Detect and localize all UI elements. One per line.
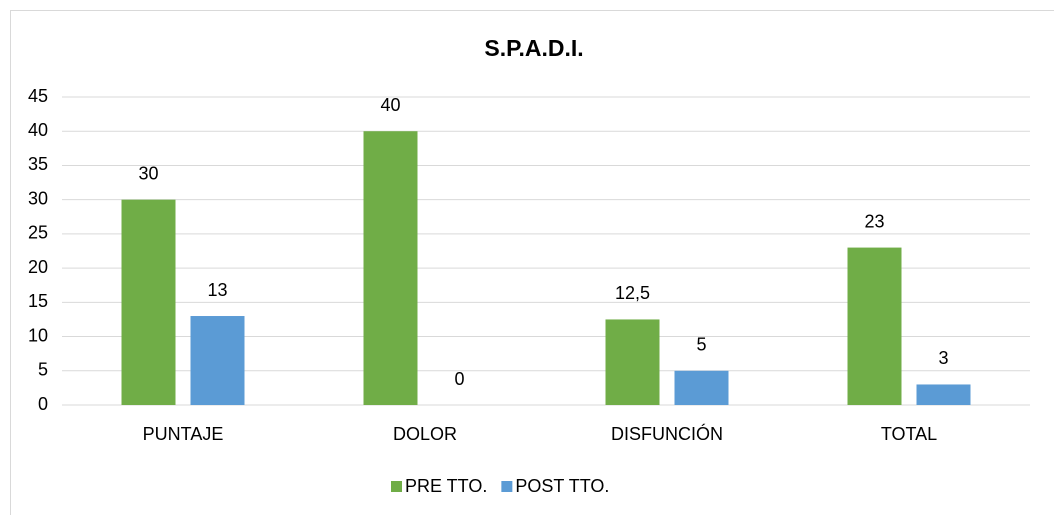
- y-tick-label: 10: [28, 325, 48, 345]
- data-label: 30: [138, 163, 158, 183]
- bar: [847, 247, 902, 405]
- chart-border: [10, 10, 1054, 515]
- x-tick-label: DOLOR: [393, 424, 457, 444]
- bar: [916, 384, 971, 405]
- data-label: 5: [696, 335, 706, 355]
- bar: [190, 316, 245, 405]
- bar: [605, 319, 660, 405]
- chart-title: S.P.A.D.I.: [484, 35, 583, 61]
- y-tick-label: 35: [28, 154, 48, 174]
- legend-label: PRE TTO.: [405, 476, 487, 496]
- y-tick-label: 15: [28, 291, 48, 311]
- data-label: 13: [207, 280, 227, 300]
- x-tick-label: PUNTAJE: [143, 424, 224, 444]
- data-label: 3: [938, 348, 948, 368]
- y-tick-label: 25: [28, 223, 48, 243]
- x-tick-label: TOTAL: [881, 424, 937, 444]
- bar: [674, 370, 729, 405]
- legend-label: POST TTO.: [515, 476, 609, 496]
- legend-swatch: [391, 481, 402, 492]
- y-tick-label: 30: [28, 188, 48, 208]
- bar: [363, 131, 418, 405]
- y-tick-label: 0: [38, 394, 48, 414]
- data-label: 23: [864, 211, 884, 231]
- data-label: 0: [454, 369, 464, 389]
- y-tick-label: 40: [28, 120, 48, 140]
- y-tick-label: 5: [38, 360, 48, 380]
- x-tick-label: DISFUNCIÓN: [611, 423, 723, 444]
- y-tick-label: 20: [28, 257, 48, 277]
- legend-swatch: [501, 481, 513, 492]
- y-tick-label: 45: [28, 86, 48, 106]
- data-label: 40: [380, 95, 400, 115]
- bar: [121, 199, 176, 405]
- data-label: 12,5: [615, 283, 650, 303]
